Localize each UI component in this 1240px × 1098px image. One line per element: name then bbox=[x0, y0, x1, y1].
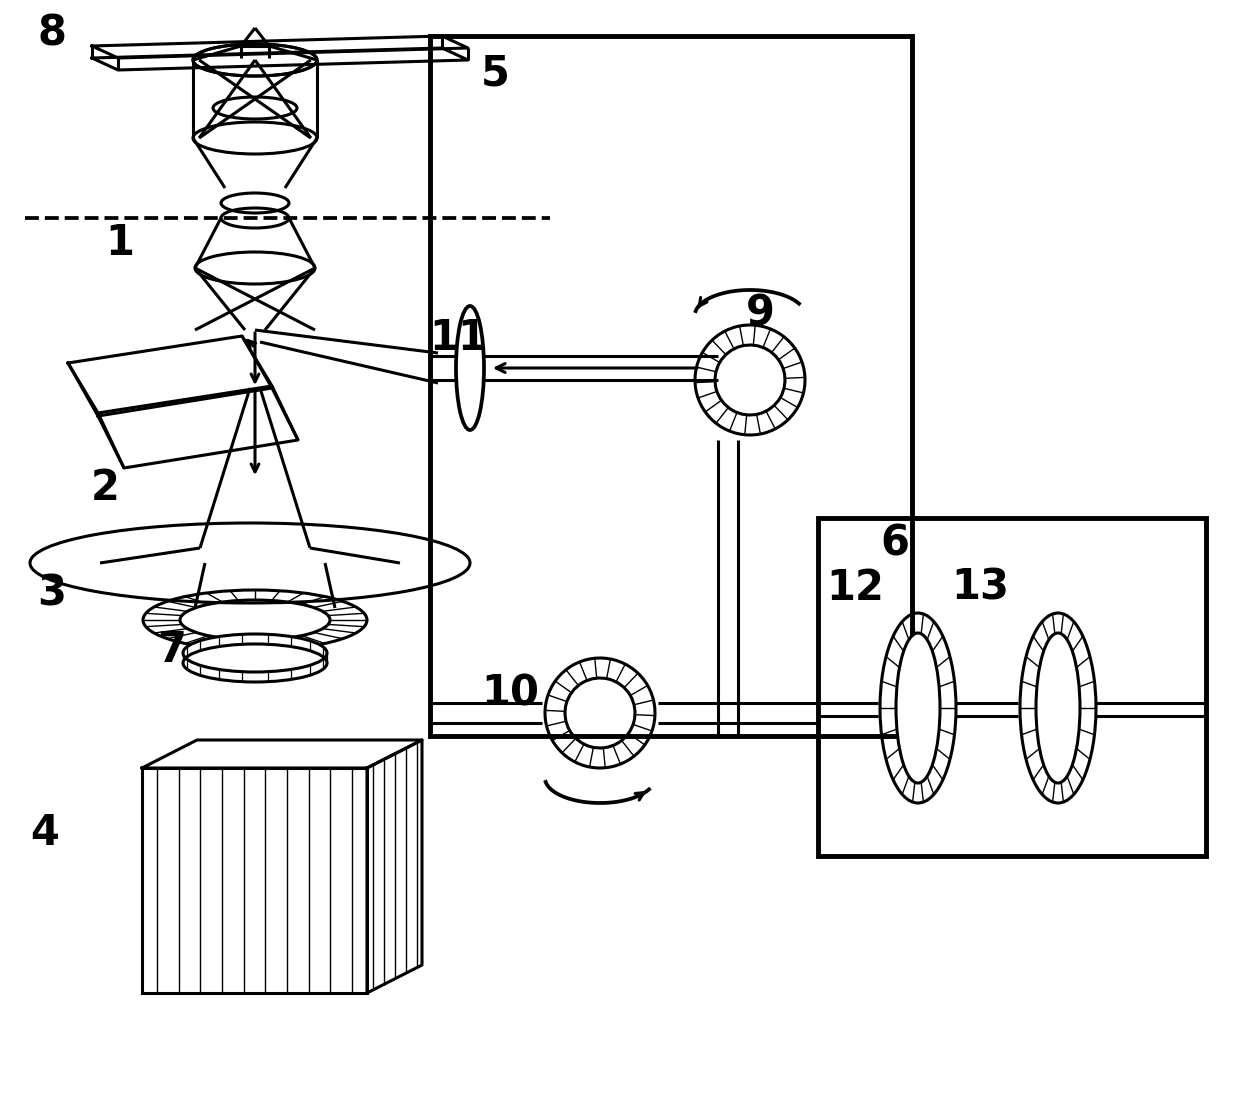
Ellipse shape bbox=[897, 634, 940, 783]
Text: 9: 9 bbox=[745, 292, 775, 334]
Text: 2: 2 bbox=[91, 467, 119, 509]
Ellipse shape bbox=[456, 306, 484, 430]
Text: 10: 10 bbox=[481, 672, 539, 714]
Text: 4: 4 bbox=[31, 813, 60, 854]
Bar bbox=[430, 36, 911, 736]
Text: 3: 3 bbox=[37, 572, 67, 614]
Text: 13: 13 bbox=[951, 567, 1009, 609]
Ellipse shape bbox=[184, 634, 327, 672]
Bar bbox=[818, 518, 1207, 856]
Text: 5: 5 bbox=[481, 52, 510, 94]
Bar bbox=[143, 768, 367, 993]
Ellipse shape bbox=[1035, 634, 1080, 783]
Text: 8: 8 bbox=[37, 12, 67, 54]
Text: 12: 12 bbox=[826, 567, 884, 609]
Text: 6: 6 bbox=[880, 522, 909, 564]
Text: 1: 1 bbox=[105, 222, 134, 264]
Text: 7: 7 bbox=[157, 629, 186, 671]
Text: 11: 11 bbox=[429, 317, 487, 359]
